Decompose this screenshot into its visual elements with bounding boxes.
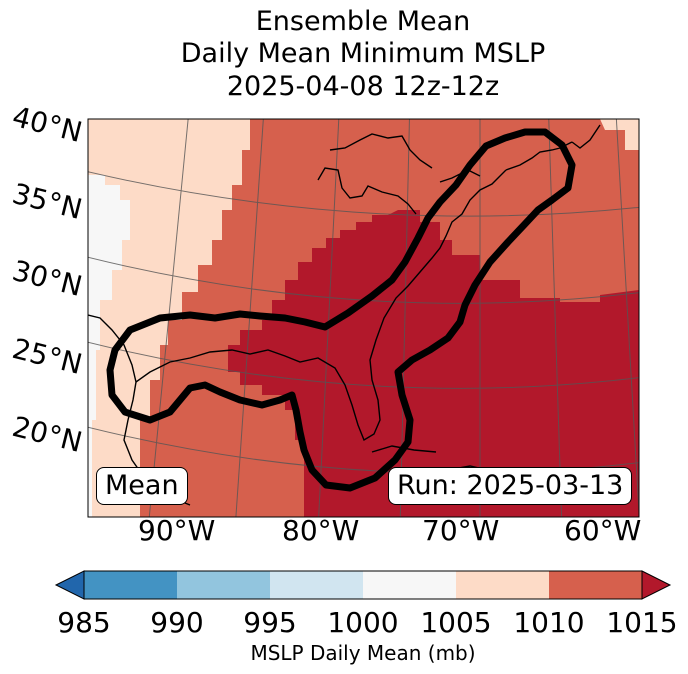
colorbar-tick-1010: 1010: [513, 606, 585, 639]
field-1000-1005: [88, 175, 130, 517]
colorbar-tick-1000: 1000: [327, 606, 399, 639]
colorbar-1000-1005: [363, 571, 456, 599]
ensemble-contour: [106, 128, 576, 492]
colorbar-990-995: [177, 571, 270, 599]
run-date-badge: Run: 2025-03-13: [388, 467, 633, 505]
lon-label-80w: 80°W: [282, 514, 360, 547]
field-1005-1010-ne: [600, 119, 639, 150]
colorbar-extend-low: [54, 570, 85, 600]
title-line-2: Daily Mean Minimum MSLP: [180, 38, 546, 69]
colorbar-tick-995: 995: [243, 606, 297, 639]
colorbar-1010-1015: [549, 571, 642, 599]
lon-label-90w: 90°W: [138, 514, 216, 547]
lon-label-60w: 60°W: [564, 514, 642, 547]
colorbar-label: MSLP Daily Mean (mb): [250, 641, 476, 665]
colorbar-extend-high: [641, 570, 672, 600]
colorbar-985-990: [84, 571, 177, 599]
colorbar-tick-990: 990: [150, 606, 204, 639]
mean-badge: Mean: [96, 467, 188, 505]
colorbar-1005-1010: [456, 571, 549, 599]
title-line-3: 2025-04-08 12z-12z: [226, 71, 500, 102]
lon-label-70w: 70°W: [422, 514, 500, 547]
title-line-1: Ensemble Mean: [255, 6, 471, 37]
colorbar-995-1000: [270, 571, 363, 599]
colorbar-tick-985: 985: [57, 606, 111, 639]
colorbar-tick-1015: 1015: [606, 606, 678, 639]
colorbar-tick-1005: 1005: [420, 606, 492, 639]
